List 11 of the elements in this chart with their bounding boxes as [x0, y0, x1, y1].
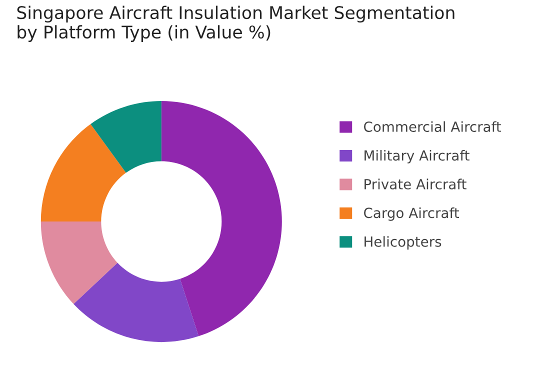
- chart-title: Singapore Aircraft Insulation Market Segmentation by Platform Type (in Value %): [17, 6, 454, 42]
- legend-label: Cargo Aircraft: [364, 207, 459, 221]
- donut-slice: [90, 101, 162, 173]
- donut-slice: [40, 222, 118, 304]
- donut-slice: [74, 262, 199, 342]
- donut-slice: [161, 101, 282, 336]
- legend-label: Helicopters: [364, 236, 442, 250]
- legend-label: Commercial Aircraft: [364, 121, 502, 132]
- legend-label: Private Aircraft: [364, 178, 466, 190]
- donut-slice: [40, 124, 126, 222]
- legend-label: Military Aircraft: [364, 150, 470, 164]
